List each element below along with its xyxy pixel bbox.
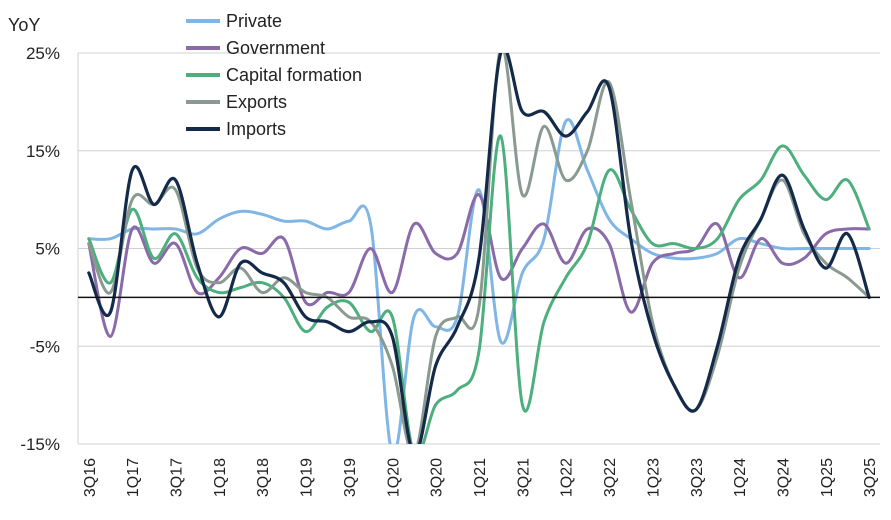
y-axis-ticks: 25% 15% 5% -5% -15% — [20, 44, 60, 454]
x-tick-label: 1Q22 — [559, 458, 576, 497]
x-tick-label: 3Q25 — [862, 458, 879, 497]
legend-item-government: Government — [186, 38, 325, 58]
y-tick-label: -5% — [30, 337, 60, 356]
legend-item-imports: Imports — [186, 119, 286, 139]
y-tick-label: -15% — [20, 435, 60, 454]
x-tick-label: 3Q23 — [689, 458, 706, 497]
x-tick-label: 3Q19 — [342, 458, 359, 497]
legend-swatch — [186, 127, 220, 131]
legend-label: Exports — [226, 92, 287, 112]
y-tick-label: 5% — [35, 240, 60, 259]
legend-swatch — [186, 19, 220, 23]
x-tick-label: 3Q21 — [515, 458, 532, 497]
legend-swatch — [186, 100, 220, 104]
legend: Private Government Capital formation Export… — [186, 11, 362, 139]
x-tick-label: 1Q18 — [212, 458, 229, 497]
x-tick-label: 1Q17 — [125, 458, 142, 497]
x-tick-label: 3Q16 — [82, 458, 99, 497]
legend-item-capital-formation: Capital formation — [186, 65, 362, 85]
legend-swatch — [186, 73, 220, 77]
x-tick-label: 1Q24 — [732, 458, 749, 497]
x-tick-label: 3Q18 — [255, 458, 272, 497]
legend-item-private: Private — [186, 11, 282, 31]
legend-label: Imports — [226, 119, 286, 139]
legend-swatch — [186, 46, 220, 50]
legend-item-exports: Exports — [186, 92, 287, 112]
series-line-exports — [87, 53, 871, 444]
legend-label: Private — [226, 11, 282, 31]
y-tick-label: 25% — [26, 44, 60, 63]
x-tick-label: 1Q20 — [385, 458, 402, 497]
x-tick-label: 3Q17 — [169, 458, 186, 497]
x-axis-ticks: 3Q16 1Q17 3Q17 1Q18 3Q18 1Q19 3Q19 1Q20 3Q20 1Q21… — [82, 458, 879, 497]
x-tick-label: 3Q24 — [775, 458, 792, 497]
x-tick-label: 3Q20 — [429, 458, 446, 497]
x-tick-label: 1Q19 — [299, 458, 316, 497]
y-tick-label: 15% — [26, 142, 60, 161]
series-line-capital-formation — [87, 134, 871, 444]
x-tick-label: 1Q23 — [645, 458, 662, 497]
y-axis-label: YoY — [8, 15, 40, 35]
series-lines — [87, 53, 871, 444]
legend-label: Capital formation — [226, 65, 362, 85]
legend-label: Government — [226, 38, 325, 58]
x-tick-label: 1Q21 — [472, 458, 489, 497]
x-tick-label: 1Q25 — [819, 458, 836, 497]
x-tick-label: 3Q22 — [602, 458, 619, 497]
